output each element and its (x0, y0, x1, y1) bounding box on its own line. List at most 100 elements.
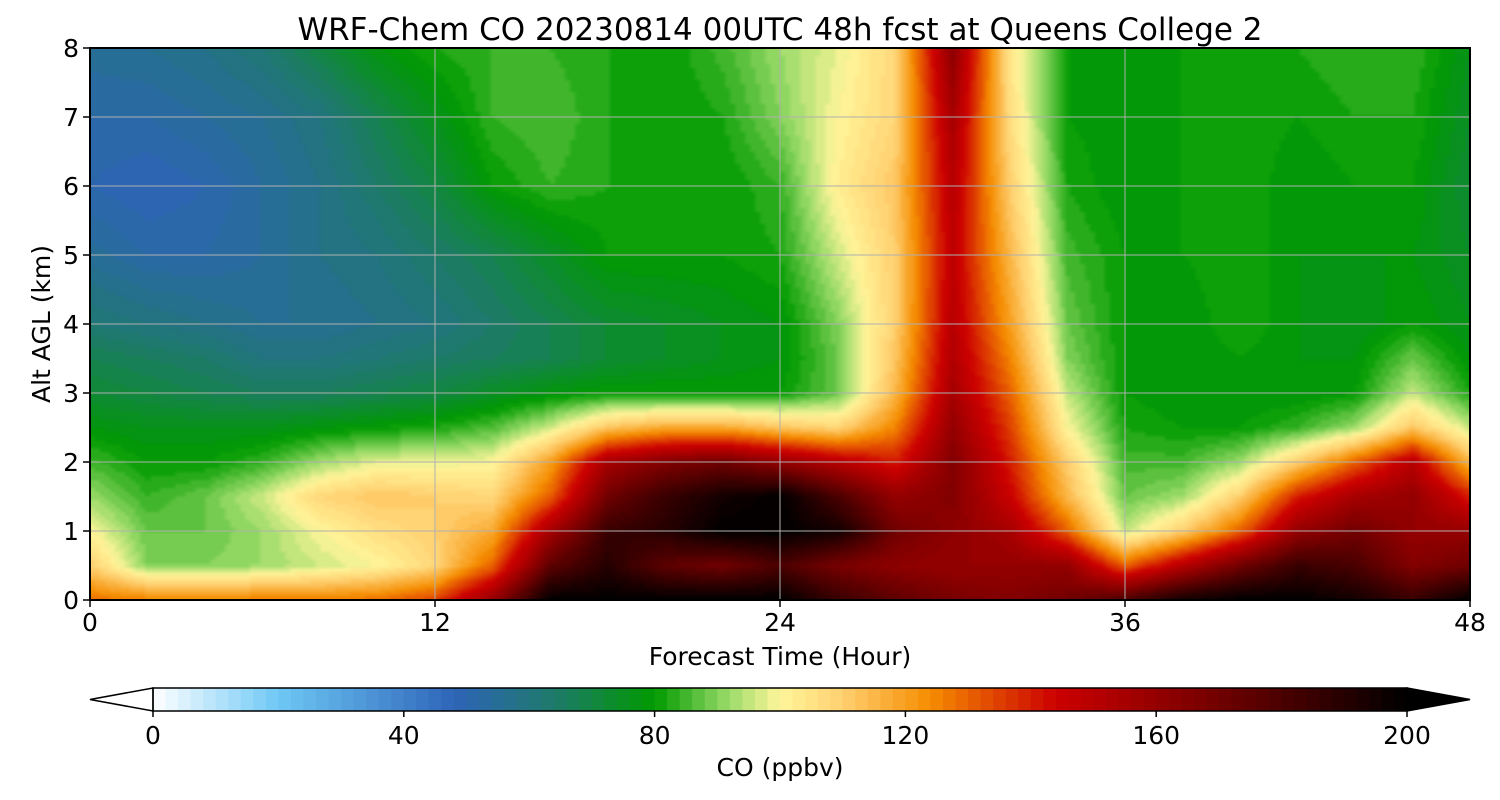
colorbar-segment (1030, 688, 1044, 711)
colorbar-segment (541, 688, 555, 711)
colorbar-segment (1281, 688, 1295, 711)
colorbar-segment (880, 688, 894, 711)
colorbar-label: CO (ppbv) (717, 753, 844, 782)
colorbar-extend-high-arrow (1406, 687, 1471, 712)
colorbar-segment (1131, 688, 1145, 711)
colorbar-segment (867, 688, 881, 711)
colorbar-segment (303, 688, 317, 711)
colorbar-segment (529, 688, 543, 711)
colorbar-segment (679, 688, 693, 711)
colorbar-segment (203, 688, 217, 711)
colorbar-segment (717, 688, 731, 711)
y-axis-label: Alt AGL (km) (27, 245, 56, 403)
colorbar-segment (1043, 688, 1057, 711)
colorbar-segment (855, 688, 869, 711)
colorbar-tick-label: 0 (145, 721, 161, 750)
y-tick-label: 0 (63, 586, 79, 615)
colorbar-frame (152, 687, 1408, 712)
colorbar-segment (1143, 688, 1157, 711)
colorbar-segment (1381, 688, 1396, 711)
colorbar-segment (1206, 688, 1220, 711)
colorbar-segment (616, 688, 631, 711)
colorbar-segment (253, 688, 267, 711)
colorbar-segment (1118, 688, 1132, 711)
colorbar-segment (842, 688, 856, 711)
colorbar-segment (955, 688, 969, 711)
colorbar-segment (1344, 688, 1358, 711)
colorbar-segment (792, 688, 806, 711)
x-axis-label: Forecast Time (Hour) (649, 642, 912, 671)
x-tick-label: 24 (764, 608, 796, 637)
colorbar-segment (993, 688, 1007, 711)
colorbar-segment (780, 688, 794, 711)
colorbar-segment (742, 688, 756, 711)
colorbar-tick-label: 80 (639, 721, 671, 750)
y-tick-label: 1 (63, 517, 79, 546)
x-tick-label: 36 (1109, 608, 1141, 637)
chart-title: WRF-Chem CO 20230814 00UTC 48h fcst at Q… (297, 12, 1262, 48)
colorbar-segment (1218, 688, 1233, 711)
colorbar-segment (504, 688, 518, 711)
colorbar-segment (1269, 688, 1283, 711)
colorbar-segment (165, 688, 179, 711)
colorbar-tick-label: 160 (1132, 721, 1180, 750)
colorbar-segment (403, 688, 417, 711)
y-tick-label: 3 (63, 379, 79, 408)
colorbar-segment (328, 688, 342, 711)
colorbar-segment (667, 688, 681, 711)
colorbar-segment (215, 688, 229, 711)
colorbar-tick-label: 120 (882, 721, 930, 750)
colorbar-segment (453, 688, 468, 711)
x-tick-label: 48 (1454, 608, 1486, 637)
y-tick-label: 5 (63, 241, 79, 270)
colorbar-segment (642, 688, 656, 711)
colorbar (89, 687, 1471, 712)
colorbar-segment (1256, 688, 1270, 711)
colorbar-segment (228, 688, 242, 711)
colorbar-segment (265, 688, 279, 711)
colorbar-segment (1168, 688, 1182, 711)
colorbar-segment (692, 688, 706, 711)
y-tick-label: 2 (63, 448, 79, 477)
colorbar-segment (591, 688, 606, 711)
colorbar-segment (943, 688, 957, 711)
y-tick-label: 8 (63, 34, 79, 63)
colorbar-segment (190, 688, 204, 711)
colorbar-segment (1093, 688, 1107, 711)
colorbar-segment (1181, 688, 1195, 711)
x-axis-ticks: 0 12 24 36 48 (82, 600, 1486, 637)
colorbar-segment (516, 688, 530, 711)
colorbar-segment (1018, 688, 1032, 711)
colorbar-segment (704, 688, 718, 711)
colorbar-segment (1231, 688, 1245, 711)
colorbar-segment (153, 688, 167, 711)
colorbar-segment (980, 688, 994, 711)
colorbar-tick-label: 200 (1383, 721, 1431, 750)
y-tick-label: 7 (63, 103, 79, 132)
colorbar-segment (416, 688, 430, 711)
colorbar-segment (1306, 688, 1320, 711)
colorbar-segment (278, 688, 292, 711)
colorbar-segment (178, 688, 192, 711)
colorbar-segment (366, 688, 380, 711)
colorbar-segment (566, 688, 580, 711)
y-tick-label: 4 (63, 310, 79, 339)
colorbar-segment (1369, 688, 1383, 711)
colorbar-segment (805, 688, 819, 711)
y-axis-ticks: 0 1 2 3 4 5 6 7 8 (63, 34, 90, 615)
colorbar-segment (1156, 688, 1170, 711)
colorbar-segment (729, 688, 743, 711)
colorbar-segment (905, 688, 919, 711)
colorbar-segment (341, 688, 355, 711)
colorbar-segment (629, 688, 643, 711)
colorbar-segment (1055, 688, 1070, 711)
colorbar-segment (604, 688, 618, 711)
colorbar-segment (1331, 688, 1345, 711)
y-tick-label: 6 (63, 172, 79, 201)
colorbar-segment (930, 688, 944, 711)
colorbar-segment (1068, 688, 1082, 711)
colorbar-segment (767, 688, 781, 711)
colorbar-extend-low-arrow (89, 687, 154, 712)
x-tick-label: 12 (419, 608, 451, 637)
